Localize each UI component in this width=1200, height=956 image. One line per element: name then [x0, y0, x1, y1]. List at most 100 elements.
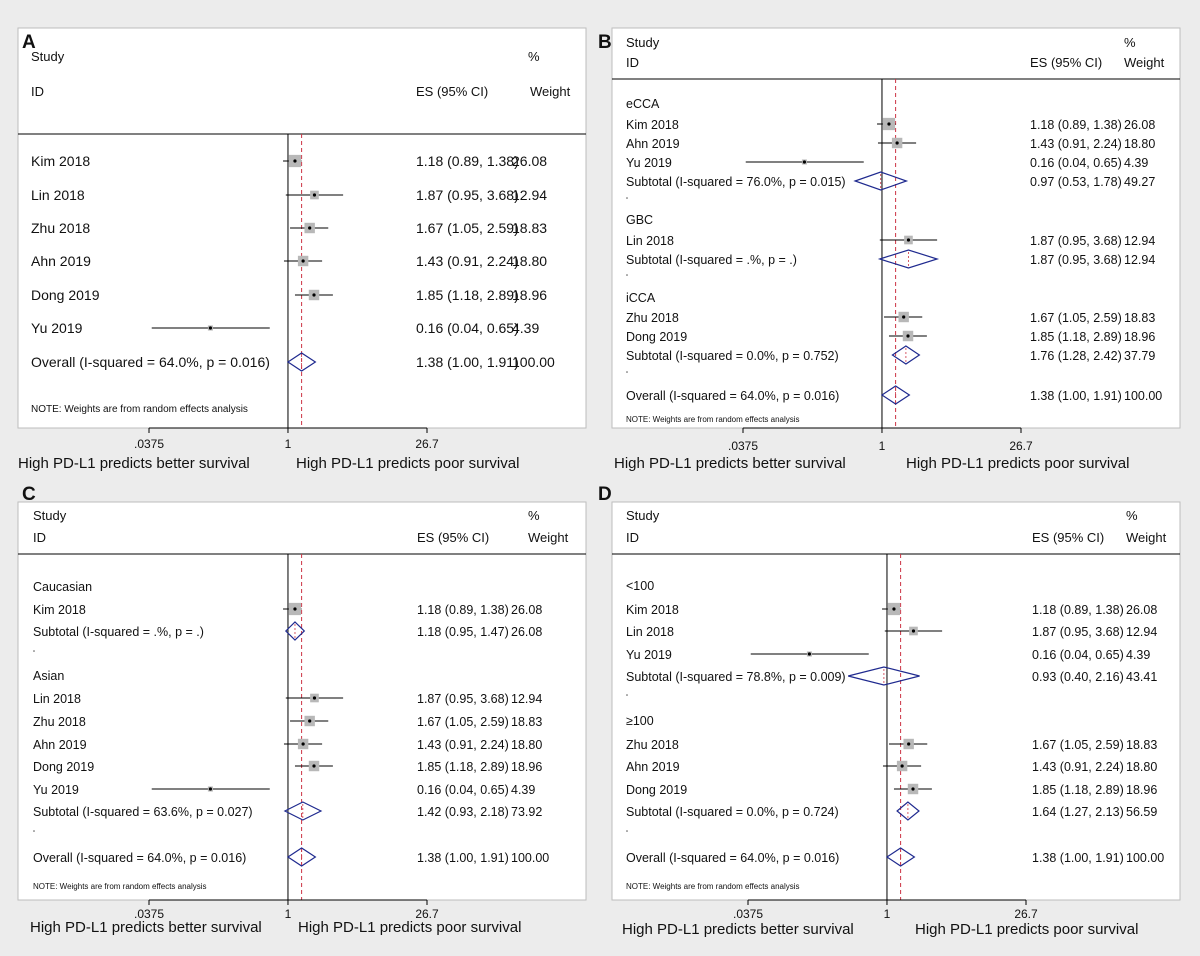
study-weight-text: 4.39: [1126, 648, 1150, 662]
study-weight-text: 26.08: [512, 153, 547, 169]
header-es: ES (95% CI): [1030, 55, 1102, 70]
overall-ci-text: 1.38 (1.00, 1.91): [1030, 389, 1122, 403]
header-study: Study: [626, 508, 660, 523]
study-ci-text: 1.18 (0.89, 1.38): [416, 153, 519, 169]
subtotal-label: Subtotal (I-squared = 76.0%, p = 0.015): [626, 175, 846, 189]
study-ci-text: 1.43 (0.91, 2.24): [1030, 137, 1122, 151]
study-weight-text: 12.94: [511, 692, 542, 706]
study-weight-text: 18.83: [511, 715, 542, 729]
study-ci-text: 1.18 (0.89, 1.38): [1030, 118, 1122, 132]
subtotal-diamond: [853, 171, 909, 191]
group-label: iCCA: [626, 291, 656, 305]
study-weight-text: 26.08: [1126, 603, 1157, 617]
weights-note: NOTE: Weights are from random effects an…: [33, 882, 207, 891]
row-spacer-dot: [626, 830, 628, 832]
row-spacer-dot: [626, 371, 628, 373]
subtotal-diamond: [896, 801, 920, 821]
subtotal-label: Subtotal (I-squared = 78.8%, p = 0.009): [626, 670, 846, 684]
study-weight-text: 26.08: [1124, 118, 1155, 132]
header-study: Study: [33, 508, 67, 523]
study-label: Lin 2018: [31, 187, 85, 203]
x-tick-label: 1: [884, 907, 891, 921]
subtotal-diamond: [848, 666, 920, 686]
study-weight-text: 18.80: [1124, 137, 1155, 151]
study-weight-text: 18.96: [1124, 330, 1155, 344]
point-estimate: [911, 787, 915, 791]
header-study: Study: [31, 49, 65, 64]
panel-label: C: [22, 484, 36, 505]
subtotal-weight-text: 73.92: [511, 805, 542, 819]
overall-ci-text: 1.38 (1.00, 1.91): [417, 851, 509, 865]
overall-diamond: [880, 385, 911, 405]
point-estimate: [907, 742, 911, 746]
subtotal-ci-text: 1.64 (1.27, 2.13): [1032, 805, 1124, 819]
overall-diamond: [286, 352, 317, 372]
footer-left-label: High PD-L1 predicts better survival: [18, 455, 250, 472]
study-ci-text: 1.85 (1.18, 2.89): [1030, 330, 1122, 344]
study-ci-text: 0.16 (0.04, 0.65): [417, 783, 509, 797]
subtotal-label: Subtotal (I-squared = .%, p = .): [33, 625, 204, 639]
study-weight-text: 18.96: [1126, 783, 1157, 797]
subtotal-ci-text: 0.97 (0.53, 1.78): [1030, 175, 1122, 189]
study-weight-text: 18.80: [512, 253, 547, 269]
subtotal-weight-text: 26.08: [511, 625, 542, 639]
overall-label: Overall (I-squared = 64.0%, p = 0.016): [31, 354, 270, 370]
study-ci-text: 1.43 (0.91, 2.24): [416, 253, 519, 269]
study-ci-text: 1.43 (0.91, 2.24): [417, 738, 509, 752]
study-ci-text: 1.67 (1.05, 2.59): [416, 220, 519, 236]
overall-label: Overall (I-squared = 64.0%, p = 0.016): [626, 851, 839, 865]
panel-label: A: [22, 32, 36, 53]
study-weight-text: 12.94: [1126, 625, 1157, 639]
point-estimate: [208, 326, 213, 330]
header-id: ID: [626, 55, 639, 70]
footer-left-label: High PD-L1 predicts better survival: [614, 455, 846, 472]
subtotal-ci-text: 1.87 (0.95, 3.68): [1030, 253, 1122, 267]
point-estimate: [301, 259, 305, 263]
subtotal-ci-text: 1.76 (1.28, 2.42): [1030, 349, 1122, 363]
study-ci-text: 1.18 (0.89, 1.38): [1032, 603, 1124, 617]
row-spacer-dot: [626, 197, 628, 199]
study-weight-text: 18.96: [511, 760, 542, 774]
study-ci-text: 1.67 (1.05, 2.59): [417, 715, 509, 729]
header-weight: Weight: [1126, 530, 1167, 545]
point-estimate: [902, 315, 906, 319]
header-id: ID: [31, 84, 44, 99]
x-tick-label: .0375: [134, 907, 164, 921]
header-weight: Weight: [528, 530, 569, 545]
subtotal-weight-text: 43.41: [1126, 670, 1157, 684]
study-ci-text: 0.16 (0.04, 0.65): [1032, 648, 1124, 662]
row-spacer-dot: [626, 694, 628, 696]
study-ci-text: 1.67 (1.05, 2.59): [1032, 738, 1124, 752]
study-ci-text: 1.87 (0.95, 3.68): [1032, 625, 1124, 639]
x-tick-label: 1: [879, 439, 886, 453]
study-weight-text: 12.94: [1124, 234, 1155, 248]
point-estimate: [911, 629, 916, 633]
group-label: <100: [626, 579, 654, 593]
study-ci-text: 1.85 (1.18, 2.89): [416, 287, 519, 303]
x-tick-label: .0375: [728, 439, 758, 453]
study-weight-text: 18.96: [512, 287, 547, 303]
subtotal-weight-text: 49.27: [1124, 175, 1155, 189]
study-label: Yu 2019: [626, 156, 672, 170]
study-label: Lin 2018: [33, 692, 81, 706]
point-estimate: [208, 787, 213, 791]
study-label: Ahn 2019: [626, 137, 680, 151]
study-weight-text: 18.80: [511, 738, 542, 752]
subtotal-diamond: [891, 345, 921, 365]
x-tick-label: 1: [285, 437, 292, 451]
panel-frame: [611, 501, 1181, 901]
overall-weight-text: 100.00: [511, 851, 549, 865]
weights-note: NOTE: Weights are from random effects an…: [31, 404, 248, 415]
study-label: Yu 2019: [33, 783, 79, 797]
study-label: Kim 2018: [626, 603, 679, 617]
header-study: Study: [626, 35, 660, 50]
point-estimate: [312, 293, 316, 297]
study-ci-text: 1.43 (0.91, 2.24): [1032, 760, 1124, 774]
subtotal-label: Subtotal (I-squared = 0.0%, p = 0.752): [626, 349, 839, 363]
footer-left-label: High PD-L1 predicts better survival: [622, 921, 854, 938]
header-es: ES (95% CI): [1032, 530, 1104, 545]
weights-note: NOTE: Weights are from random effects an…: [626, 415, 800, 424]
footer-right-label: High PD-L1 predicts poor survival: [298, 919, 521, 936]
row-spacer-dot: [626, 274, 628, 276]
